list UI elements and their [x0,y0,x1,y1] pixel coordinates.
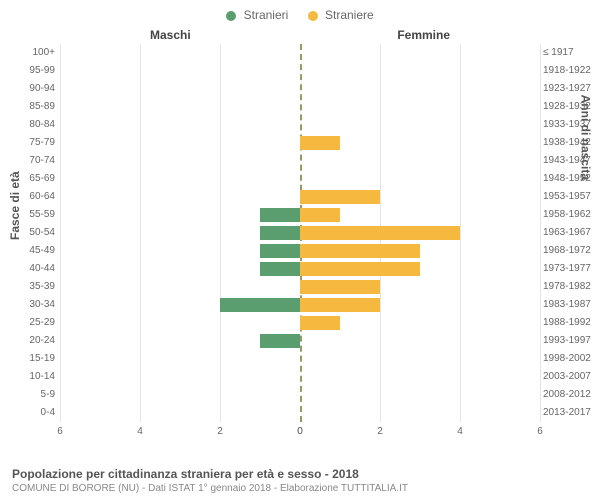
legend: Stranieri Straniere [0,8,600,22]
legend-female-label: Straniere [325,8,374,22]
birth-year-label: 2003-2007 [543,368,598,386]
age-row: 80-841933-1937 [60,116,540,134]
legend-male: Stranieri [226,8,288,22]
age-label: 100+ [10,44,55,62]
age-label: 60-64 [10,188,55,206]
legend-female-swatch [308,11,318,21]
legend-male-label: Stranieri [244,8,289,22]
birth-year-label: 1983-1987 [543,296,598,314]
x-tick: 4 [457,426,463,442]
age-label: 30-34 [10,296,55,314]
birth-year-label: 1998-2002 [543,350,598,368]
x-tick: 2 [377,426,383,442]
age-row: 25-291988-1992 [60,314,540,332]
age-label: 35-39 [10,278,55,296]
age-label: 80-84 [10,116,55,134]
age-row: 75-791938-1942 [60,134,540,152]
age-label: 90-94 [10,80,55,98]
age-label: 40-44 [10,260,55,278]
age-row: 100+≤ 1917 [60,44,540,62]
bar-female [300,262,420,276]
age-label: 20-24 [10,332,55,350]
birth-year-label: 1968-1972 [543,242,598,260]
birth-year-label: 1963-1967 [543,224,598,242]
bar-male [260,244,300,258]
age-row: 0-42013-2017 [60,404,540,422]
age-label: 65-69 [10,170,55,188]
bar-male [260,334,300,348]
age-row: 60-641953-1957 [60,188,540,206]
left-side-title: Maschi [150,28,191,42]
age-row: 65-691948-1952 [60,170,540,188]
bar-male [220,298,300,312]
birth-year-label: 1948-1952 [543,170,598,188]
birth-year-label: 1923-1927 [543,80,598,98]
chart-title: Popolazione per cittadinanza straniera p… [12,467,588,481]
age-row: 10-142003-2007 [60,368,540,386]
footer: Popolazione per cittadinanza straniera p… [12,467,588,494]
birth-year-label: 1933-1937 [543,116,598,134]
bar-female [300,280,380,294]
age-row: 40-441973-1977 [60,260,540,278]
bar-female [300,208,340,222]
legend-male-swatch [226,11,236,21]
birth-year-label: 1943-1947 [543,152,598,170]
age-label: 95-99 [10,62,55,80]
bar-male [260,262,300,276]
bar-female [300,298,380,312]
bar-female [300,136,340,150]
age-row: 85-891928-1932 [60,98,540,116]
birth-year-label: 1978-1982 [543,278,598,296]
age-label: 75-79 [10,134,55,152]
birth-year-label: 1928-1932 [543,98,598,116]
birth-year-label: 1973-1977 [543,260,598,278]
birth-year-label: 1953-1957 [543,188,598,206]
x-tick: 0 [297,426,303,442]
x-tick: 2 [217,426,223,442]
chart-subtitle: COMUNE DI BORORE (NU) - Dati ISTAT 1° ge… [12,483,588,494]
age-row: 70-741943-1947 [60,152,540,170]
x-tick: 6 [57,426,63,442]
age-row: 95-991918-1922 [60,62,540,80]
legend-female: Straniere [308,8,374,22]
age-row: 15-191998-2002 [60,350,540,368]
age-row: 20-241993-1997 [60,332,540,350]
birth-year-label: 1993-1997 [543,332,598,350]
x-tick: 6 [537,426,543,442]
birth-year-label: ≤ 1917 [543,44,598,62]
chart-area: Maschi Femmine 100+≤ 191795-991918-19229… [60,30,540,442]
gridline [540,44,541,422]
age-row: 45-491968-1972 [60,242,540,260]
bar-male [260,208,300,222]
birth-year-label: 1918-1922 [543,62,598,80]
bar-female [300,190,380,204]
age-label: 45-49 [10,242,55,260]
age-row: 5-92008-2012 [60,386,540,404]
birth-year-label: 2013-2017 [543,404,598,422]
birth-year-label: 1938-1942 [543,134,598,152]
age-label: 85-89 [10,98,55,116]
age-row: 30-341983-1987 [60,296,540,314]
bar-male [260,226,300,240]
age-row: 90-941923-1927 [60,80,540,98]
age-label: 70-74 [10,152,55,170]
birth-year-label: 1988-1992 [543,314,598,332]
right-side-title: Femmine [397,28,450,42]
age-row: 35-391978-1982 [60,278,540,296]
bar-female [300,244,420,258]
age-label: 0-4 [10,404,55,422]
age-label: 5-9 [10,386,55,404]
age-label: 50-54 [10,224,55,242]
birth-year-label: 2008-2012 [543,386,598,404]
bar-female [300,226,460,240]
bar-female [300,316,340,330]
age-label: 55-59 [10,206,55,224]
age-label: 15-19 [10,350,55,368]
birth-year-label: 1958-1962 [543,206,598,224]
age-row: 50-541963-1967 [60,224,540,242]
x-tick: 4 [137,426,143,442]
age-label: 10-14 [10,368,55,386]
age-label: 25-29 [10,314,55,332]
age-row: 55-591958-1962 [60,206,540,224]
